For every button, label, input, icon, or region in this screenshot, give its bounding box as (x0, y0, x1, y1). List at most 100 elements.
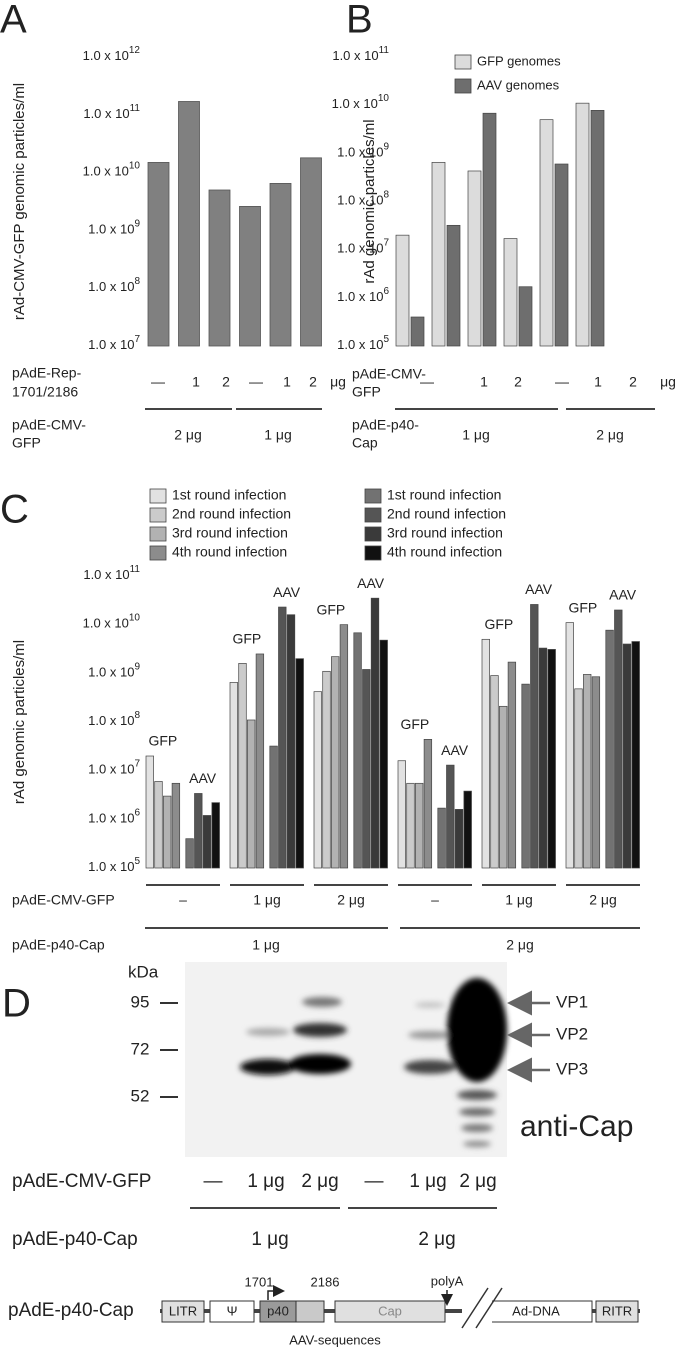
y-tick-text: 1.0 x 10 (332, 97, 378, 112)
polya-label: polyA (431, 1273, 464, 1288)
y-tick-text: 1.0 x 10 (88, 280, 134, 295)
x-tick-label: — (555, 374, 569, 390)
y-tick-exponent: 11 (130, 564, 141, 575)
kda-label: kDa (128, 962, 159, 981)
legend-label: 4th round infection (172, 544, 287, 560)
legend-label: 3rd round infection (387, 525, 503, 541)
y-tick-exponent: 5 (134, 856, 140, 867)
bar (322, 670, 331, 869)
y-tick-label: 1.0 x 1011 (83, 564, 140, 583)
bar (591, 676, 601, 869)
group-label: 2 μg (174, 427, 202, 443)
band-label: VP2 (556, 1024, 588, 1043)
bar (395, 234, 410, 347)
row-label: pAdE-Rep- (12, 365, 82, 381)
y-tick-label: 1.0 x 106 (337, 285, 389, 304)
y-axis-label: rAd genomic particles/ml (11, 640, 28, 804)
bar (185, 838, 194, 869)
y-tick-label: 1.0 x 1011 (332, 45, 389, 64)
y-tick-exponent: 9 (134, 218, 140, 229)
y-tick-label: 1.0 x 109 (88, 661, 140, 680)
y-tick-label: 1.0 x 1010 (83, 160, 141, 179)
y-tick-exponent: 7 (134, 758, 140, 769)
blot-image (185, 962, 507, 1157)
bar (239, 206, 261, 347)
lane-label: — (204, 1171, 223, 1192)
y-tick-text: 1.0 x 10 (83, 164, 129, 179)
element-label: p40 (267, 1303, 289, 1318)
x-tick-label: 2 μg (589, 892, 617, 908)
y-tick-label: 1.0 x 108 (88, 276, 140, 295)
bar (605, 629, 614, 869)
panel-letter: A (0, 0, 27, 42)
legend-label: 3rd round infection (172, 525, 288, 541)
bar (574, 688, 583, 869)
legend-swatch (149, 507, 167, 523)
legend-label: GFP genomes (477, 53, 561, 68)
legend-swatch (454, 78, 472, 94)
group-label: 2 μg (596, 427, 624, 443)
legend-swatch (364, 545, 382, 561)
lane-label: 2 μg (459, 1171, 496, 1192)
bar (547, 649, 556, 869)
bar (379, 639, 388, 869)
group-label: 1 μg (252, 937, 280, 953)
antibody-label: anti-Cap (520, 1110, 633, 1143)
bar (622, 643, 632, 869)
y-tick-label: 1.0 x 1012 (83, 45, 141, 64)
y-tick-exponent: 5 (383, 334, 389, 345)
legend-swatch (149, 545, 167, 561)
band-label: VP3 (556, 1059, 588, 1078)
y-tick-text: 1.0 x 10 (337, 241, 383, 256)
row-label: pAdE-CMV-GFP (12, 1171, 151, 1192)
y-tick-label: 1.0 x 107 (337, 237, 389, 256)
bar (339, 624, 349, 869)
legend-label: 2nd round infection (172, 506, 291, 522)
y-tick-label: 1.0 x 108 (88, 710, 140, 729)
bar (437, 807, 446, 869)
y-tick-text: 1.0 x 10 (88, 859, 134, 874)
group-label: 1 μg (462, 427, 490, 443)
bar (583, 674, 592, 869)
marker-label: 72 (131, 1039, 150, 1058)
row-label: 1701/2186 (12, 384, 78, 400)
bar (331, 656, 340, 869)
y-tick-exponent: 8 (134, 710, 140, 721)
position-label: 2186 (311, 1274, 340, 1289)
cluster-label: GFP (316, 601, 345, 617)
x-tick-label: — (249, 374, 263, 390)
y-tick-label: 1.0 x 107 (88, 334, 140, 353)
legend-swatch (149, 526, 167, 542)
band-arrows (507, 990, 550, 1083)
x-tick-label: 1 (594, 374, 602, 390)
y-tick-text: 1.0 x 10 (83, 48, 129, 63)
legend-label: 2nd round infection (387, 506, 506, 522)
bar (154, 781, 163, 869)
cluster-label: GFP (148, 733, 177, 749)
construct-label: pAdE-p40-Cap (8, 1300, 134, 1321)
bar (202, 815, 212, 869)
lane-label: 1 μg (409, 1171, 446, 1192)
x-tick-label: 1 μg (505, 892, 533, 908)
bar (362, 669, 371, 869)
y-tick-exponent: 9 (383, 141, 389, 152)
y-tick-label: 1.0 x 109 (88, 218, 140, 237)
y-tick-label: 1.0 x 1010 (332, 93, 390, 112)
bar (269, 183, 292, 347)
legend-swatch (364, 507, 382, 523)
group-label: 1 μg (251, 1229, 288, 1250)
cluster-label: AAV (357, 575, 385, 591)
region-label: AAV-sequences (289, 1332, 381, 1347)
bar (278, 606, 287, 869)
bar (313, 691, 322, 869)
element-label: Cap (378, 1303, 402, 1318)
marker-ticks (160, 1002, 178, 1098)
lane-label: 2 μg (301, 1171, 338, 1192)
legend-swatch (364, 526, 382, 542)
y-tick-text: 1.0 x 10 (88, 222, 134, 237)
y-tick-label: 1.0 x 106 (88, 807, 140, 826)
row-label: GFP (12, 435, 41, 451)
bar (575, 102, 590, 347)
y-tick-exponent: 10 (129, 160, 141, 171)
x-tick-label: – (431, 892, 439, 908)
